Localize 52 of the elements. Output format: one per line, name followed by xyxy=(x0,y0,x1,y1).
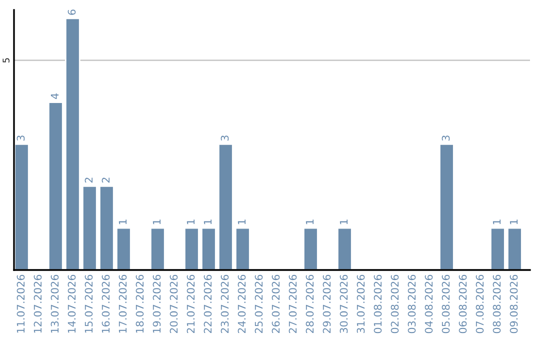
x-tick-label: 15.07.2026 xyxy=(84,274,93,333)
x-tick-label: 30.07.2026 xyxy=(340,274,348,334)
x-tick-label: 18.07.2026 xyxy=(136,274,144,333)
x-tick-label: 26.07.2026 xyxy=(272,274,280,334)
data-label: 1 xyxy=(492,220,501,224)
bar xyxy=(337,227,352,270)
data-label: 2 xyxy=(84,178,93,183)
x-tick-label: 17.07.2026 xyxy=(118,274,127,333)
x-tick-label: 05.08.2026 xyxy=(442,274,450,334)
data-label: 1 xyxy=(238,220,246,224)
data-label: 2 xyxy=(102,178,110,183)
bar xyxy=(14,144,30,270)
data-label: 1 xyxy=(306,220,314,224)
data-label: 1 xyxy=(204,220,212,224)
data-label: 6 xyxy=(68,10,76,15)
data-label: 3 xyxy=(220,136,229,141)
x-tick-label: 29.07.2026 xyxy=(322,274,331,334)
x-tick-label: 31.07.2026 xyxy=(356,274,365,334)
y-tick-label: 5 xyxy=(2,58,10,62)
data-label: 1 xyxy=(340,220,348,224)
x-tick-label: 19.07.2026 xyxy=(152,274,161,333)
x-tick-label: 13.07.2026 xyxy=(50,274,59,333)
x-tick-label: 23.07.2026 xyxy=(220,274,229,334)
x-tick-label: 28.07.2026 xyxy=(306,274,314,334)
x-tick-label: 02.08.2026 xyxy=(390,274,399,334)
x-tick-label: 01.08.2026 xyxy=(374,274,382,334)
data-label: 3 xyxy=(442,136,450,141)
x-tick-label: 12.07.2026 xyxy=(34,274,42,333)
x-tick-label: 06.08.2026 xyxy=(458,274,467,334)
bar xyxy=(439,144,454,270)
x-tick-label: 25.07.2026 xyxy=(254,274,263,334)
x-tick-label: 20.07.2026 xyxy=(170,274,178,334)
x-tick-label: 07.08.2026 xyxy=(476,274,484,334)
bar xyxy=(150,227,166,270)
data-label: 4 xyxy=(50,93,59,99)
x-tick-label: 24.07.2026 xyxy=(238,274,246,334)
x-tick-label: 16.07.2026 xyxy=(102,274,110,333)
x-tick-label: 11.07.2026 xyxy=(16,274,25,333)
data-label: 3 xyxy=(16,136,25,141)
x-tick-label: 08.08.2026 xyxy=(492,274,501,334)
data-label: 1 xyxy=(118,220,127,224)
x-tick-label: 09.08.2026 xyxy=(510,274,518,334)
data-label: 1 xyxy=(152,220,161,224)
x-tick-label: 14.07.2026 xyxy=(68,274,76,333)
data-label: 1 xyxy=(186,220,195,224)
x-tick-label: 21.07.2026 xyxy=(186,274,195,334)
x-tick-label: 04.08.2026 xyxy=(424,274,433,334)
x-tick-label: 22.07.2026 xyxy=(204,274,212,334)
x-tick-label: 27.07.2026 xyxy=(288,274,297,334)
data-label: 1 xyxy=(510,220,518,224)
bar xyxy=(303,227,318,270)
x-tick-label: 03.08.2026 xyxy=(408,274,416,334)
